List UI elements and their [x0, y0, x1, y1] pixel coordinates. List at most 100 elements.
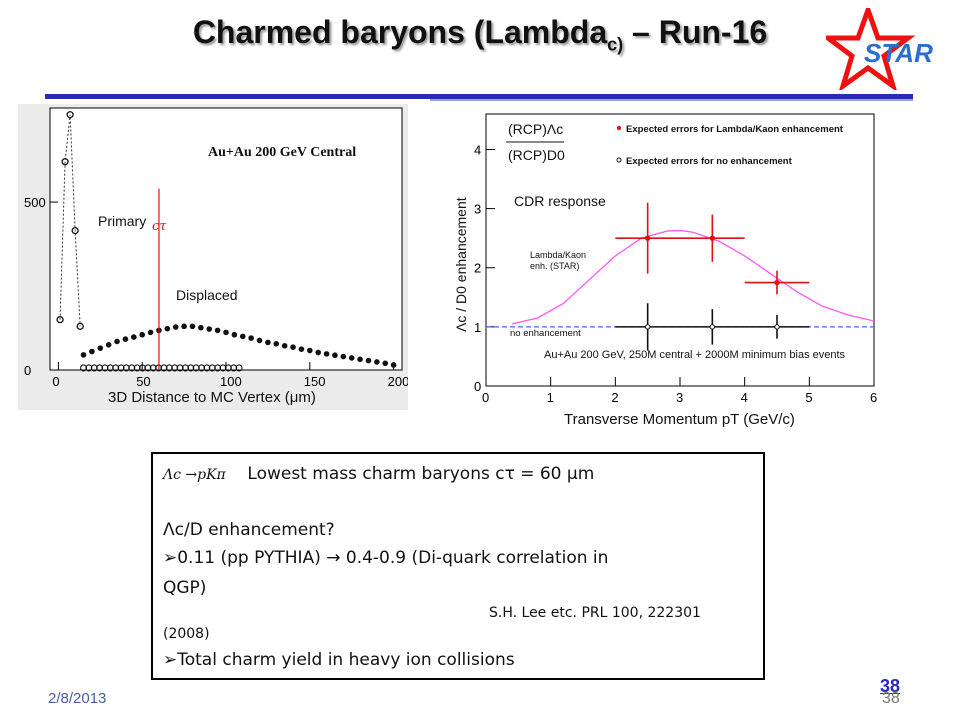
primary-baseline-point — [96, 364, 104, 372]
right-x-tick-label: 6 — [870, 390, 877, 405]
decay-symbol: Λc →pKπ — [163, 467, 226, 483]
displaced-point — [139, 331, 145, 338]
right-x-tick-label: 4 — [741, 390, 748, 405]
displaced-point — [164, 325, 171, 332]
right-ylabel: Λc / D0 enhancement — [453, 197, 469, 332]
primary-baseline-point — [160, 364, 168, 372]
primary-baseline-point — [192, 364, 200, 372]
displaced-point — [332, 352, 338, 359]
displaced-point — [147, 329, 154, 336]
left-x-tick-label: 150 — [304, 374, 326, 389]
primary-baseline-point — [138, 364, 147, 372]
textbox-line-3: ➢0.11 (pp PYTHIA) → 0.4-0.9 (Di-quark co… — [163, 548, 609, 568]
right-y-tick-label: 1 — [474, 320, 481, 335]
displaced-point — [390, 362, 397, 368]
right-x-tick-label: 0 — [482, 390, 489, 405]
slide-date: 2/8/2013 — [48, 690, 107, 707]
ratio-numerator: (RCP)Λc — [508, 121, 563, 137]
displaced-point — [97, 345, 104, 351]
primary-baseline-point — [106, 364, 114, 372]
label-lambda-kaon: Lambda/Kaon — [530, 250, 586, 260]
label-displaced: Displaced — [176, 287, 237, 303]
displaced-point — [189, 323, 196, 330]
displaced-point — [214, 327, 221, 334]
displaced-point — [80, 352, 87, 358]
primary-baseline-point — [181, 364, 189, 372]
primary-baseline-point — [144, 364, 152, 372]
right-xlabel: Transverse Momentum pT (GeV/c) — [564, 411, 795, 428]
displaced-point — [198, 324, 204, 331]
black-point — [644, 324, 651, 330]
page-number-footer: 38 — [882, 690, 900, 707]
left-y-tick-label: 0 — [24, 363, 31, 378]
right-y-tick-label: 3 — [474, 202, 481, 217]
displaced-point — [131, 334, 137, 340]
textbox-line-1: Λc →pKπ Lowest mass charm baryons cτ = 6… — [163, 464, 594, 484]
label-no-enhancement: no enhancement — [510, 328, 581, 339]
right-ticks: 0 1 2 3 4 5 6 0 1 2 3 4 — [474, 142, 877, 405]
left-marks — [56, 111, 397, 372]
primary-baseline-point — [117, 364, 125, 372]
right-x-tick-label: 2 — [611, 390, 618, 405]
left-y-tick-label: 500 — [24, 195, 46, 210]
black-point — [709, 324, 716, 330]
textbox-line-7: ➢Total charm yield in heavy ion collisio… — [163, 650, 515, 670]
title-main: Charmed baryons (Lambda — [192, 14, 608, 50]
legend-red: Expected errors for Lambda/Kaon enhancem… — [626, 124, 844, 135]
red-point — [644, 235, 651, 241]
textbox-citation-year: (2008) — [163, 626, 210, 642]
primary-baseline-point — [85, 364, 93, 372]
primary-baseline-point — [235, 364, 243, 372]
displaced-point — [172, 324, 179, 330]
primary-baseline-point — [219, 364, 227, 372]
left-plot-panel: Au+Au 200 GeV Central Primary Displaced … — [18, 104, 409, 410]
right-y-tick-label: 4 — [474, 142, 481, 157]
lambda-kaon-curve — [511, 229, 875, 325]
primary-baseline-point — [187, 364, 195, 372]
ratio-denominator: (RCP)D0 — [508, 147, 565, 163]
displaced-point — [265, 339, 271, 346]
right-y-tick-label: 0 — [474, 379, 481, 394]
displaced-point — [256, 337, 263, 344]
displaced-point — [239, 333, 246, 340]
left-x-tick-label: 0 — [52, 374, 59, 389]
page-number-link[interactable]: 38 — [880, 676, 901, 696]
displaced-point — [357, 356, 363, 363]
title-subscript: c) — [607, 34, 624, 55]
right-x-tick-label: 5 — [805, 390, 812, 405]
left-plot: Au+Au 200 GeV Central Primary Displaced … — [24, 107, 409, 406]
black-point — [774, 324, 780, 330]
primary-baseline-point — [90, 364, 98, 372]
primary-baseline-point — [214, 364, 222, 372]
primary-baseline-point — [197, 364, 206, 372]
displaced-point — [206, 326, 213, 332]
primary-curve — [59, 114, 81, 327]
left-x-tick-label: 50 — [136, 374, 150, 389]
primary-point — [71, 226, 79, 235]
right-x-tick-label: 3 — [676, 390, 683, 405]
right-y-tick-label: 2 — [474, 261, 481, 276]
textbox-line-2: Λc/D enhancement? — [163, 520, 335, 540]
legend-black: Expected errors for no enhancement — [626, 156, 793, 167]
left-ticks: 0 50 100 150 200 0 500 — [24, 195, 409, 389]
primary-baseline-point — [165, 364, 173, 372]
displaced-point — [315, 349, 321, 356]
right-marks — [486, 202, 875, 351]
displaced-point — [340, 353, 347, 360]
displaced-point — [298, 346, 305, 352]
right-plot-panel: (RCP)Λc (RCP)D0 Expected errors for Lamb… — [452, 104, 877, 434]
primary-point — [61, 158, 69, 166]
slide-title: Charmed baryons (Lambdac) – Run-16 — [120, 14, 840, 55]
displaced-point — [290, 344, 296, 350]
primary-baseline-point — [224, 364, 232, 372]
legend-black-marker — [616, 157, 622, 163]
displaced-point — [365, 357, 372, 364]
displaced-point — [307, 347, 313, 354]
displaced-point — [114, 338, 120, 345]
displaced-point — [248, 335, 254, 341]
red-point — [774, 279, 780, 286]
displaced-point — [348, 355, 355, 361]
displaced-point — [231, 331, 238, 338]
left-annotation-title: Au+Au 200 GeV Central — [208, 145, 356, 160]
title-tail: – Run-16 — [623, 14, 768, 50]
